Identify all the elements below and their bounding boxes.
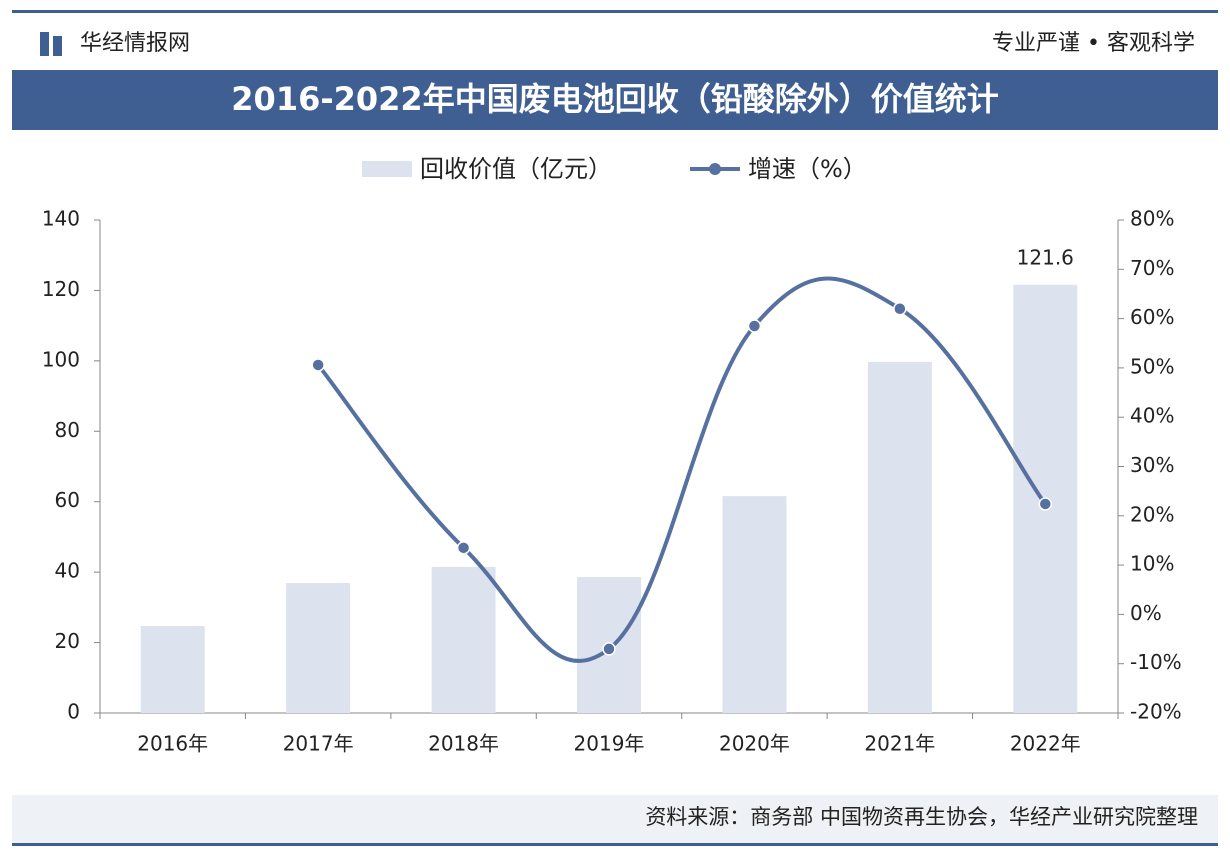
y-tick-label: 80 [55, 418, 80, 442]
logo-icon [40, 32, 49, 56]
chart-title: 2016-2022年中国废电池回收（铅酸除外）价值统计 [231, 80, 998, 118]
bottom-rule [12, 843, 1218, 846]
line-point [311, 358, 325, 372]
legend-label: 回收价值（亿元） [420, 155, 612, 183]
y2-tick-label: -10% [1130, 650, 1182, 674]
x-tick-label: 2019年 [574, 732, 645, 756]
y-tick-label: 40 [55, 559, 80, 583]
logo-text: 华经情报网 [80, 31, 190, 56]
y2-tick-label: 10% [1130, 552, 1174, 576]
legend-label: 增速（%） [748, 155, 867, 183]
y-tick-label: 120 [42, 277, 80, 301]
y-tick-label: 20 [55, 629, 80, 653]
y-tick-label: 60 [55, 488, 80, 512]
bar [286, 583, 351, 713]
y2-tick-label: 70% [1130, 256, 1174, 280]
y2-tick-label: 0% [1130, 601, 1162, 625]
line-point [456, 541, 471, 555]
y-tick-label: 100 [42, 347, 80, 371]
line-point [1038, 497, 1053, 511]
y2-tick-label: 50% [1130, 354, 1174, 378]
x-tick-label: 2017年 [283, 732, 354, 756]
y-tick-label: 140 [42, 207, 80, 231]
top-rule [12, 10, 1218, 13]
x-tick-label: 2021年 [864, 732, 935, 756]
y2-tick-label: 20% [1130, 502, 1174, 526]
bar [722, 496, 787, 713]
legend-swatch [362, 161, 412, 177]
legend-swatch [709, 163, 721, 175]
y2-tick-label: -20% [1130, 700, 1182, 724]
y-tick-label: 0 [67, 700, 80, 724]
data-label: 121.6 [1017, 245, 1074, 269]
y2-tick-label: 40% [1130, 404, 1174, 428]
title-banner [12, 70, 1218, 130]
logo-icon [53, 36, 62, 56]
line [316, 276, 1047, 663]
x-tick-label: 2016年 [137, 732, 208, 756]
source-note: 资料来源：商务部 中国物资再生协会，华经产业研究院整理 [645, 805, 1198, 829]
line-point [602, 642, 616, 656]
y2-tick-label: 60% [1130, 305, 1174, 329]
y2-tick-label: 80% [1130, 207, 1174, 231]
bar [431, 566, 496, 713]
x-tick-label: 2018年 [428, 732, 499, 756]
line-point [747, 319, 762, 333]
bar [867, 361, 932, 713]
x-tick-label: 2020年 [719, 732, 790, 756]
footer-band [12, 795, 1218, 843]
slogan: 专业严谨 • 客观科学 [992, 31, 1195, 56]
bar [140, 626, 205, 713]
line-point [893, 301, 907, 316]
x-tick-label: 2022年 [1010, 732, 1081, 756]
y2-tick-label: 30% [1130, 453, 1174, 477]
